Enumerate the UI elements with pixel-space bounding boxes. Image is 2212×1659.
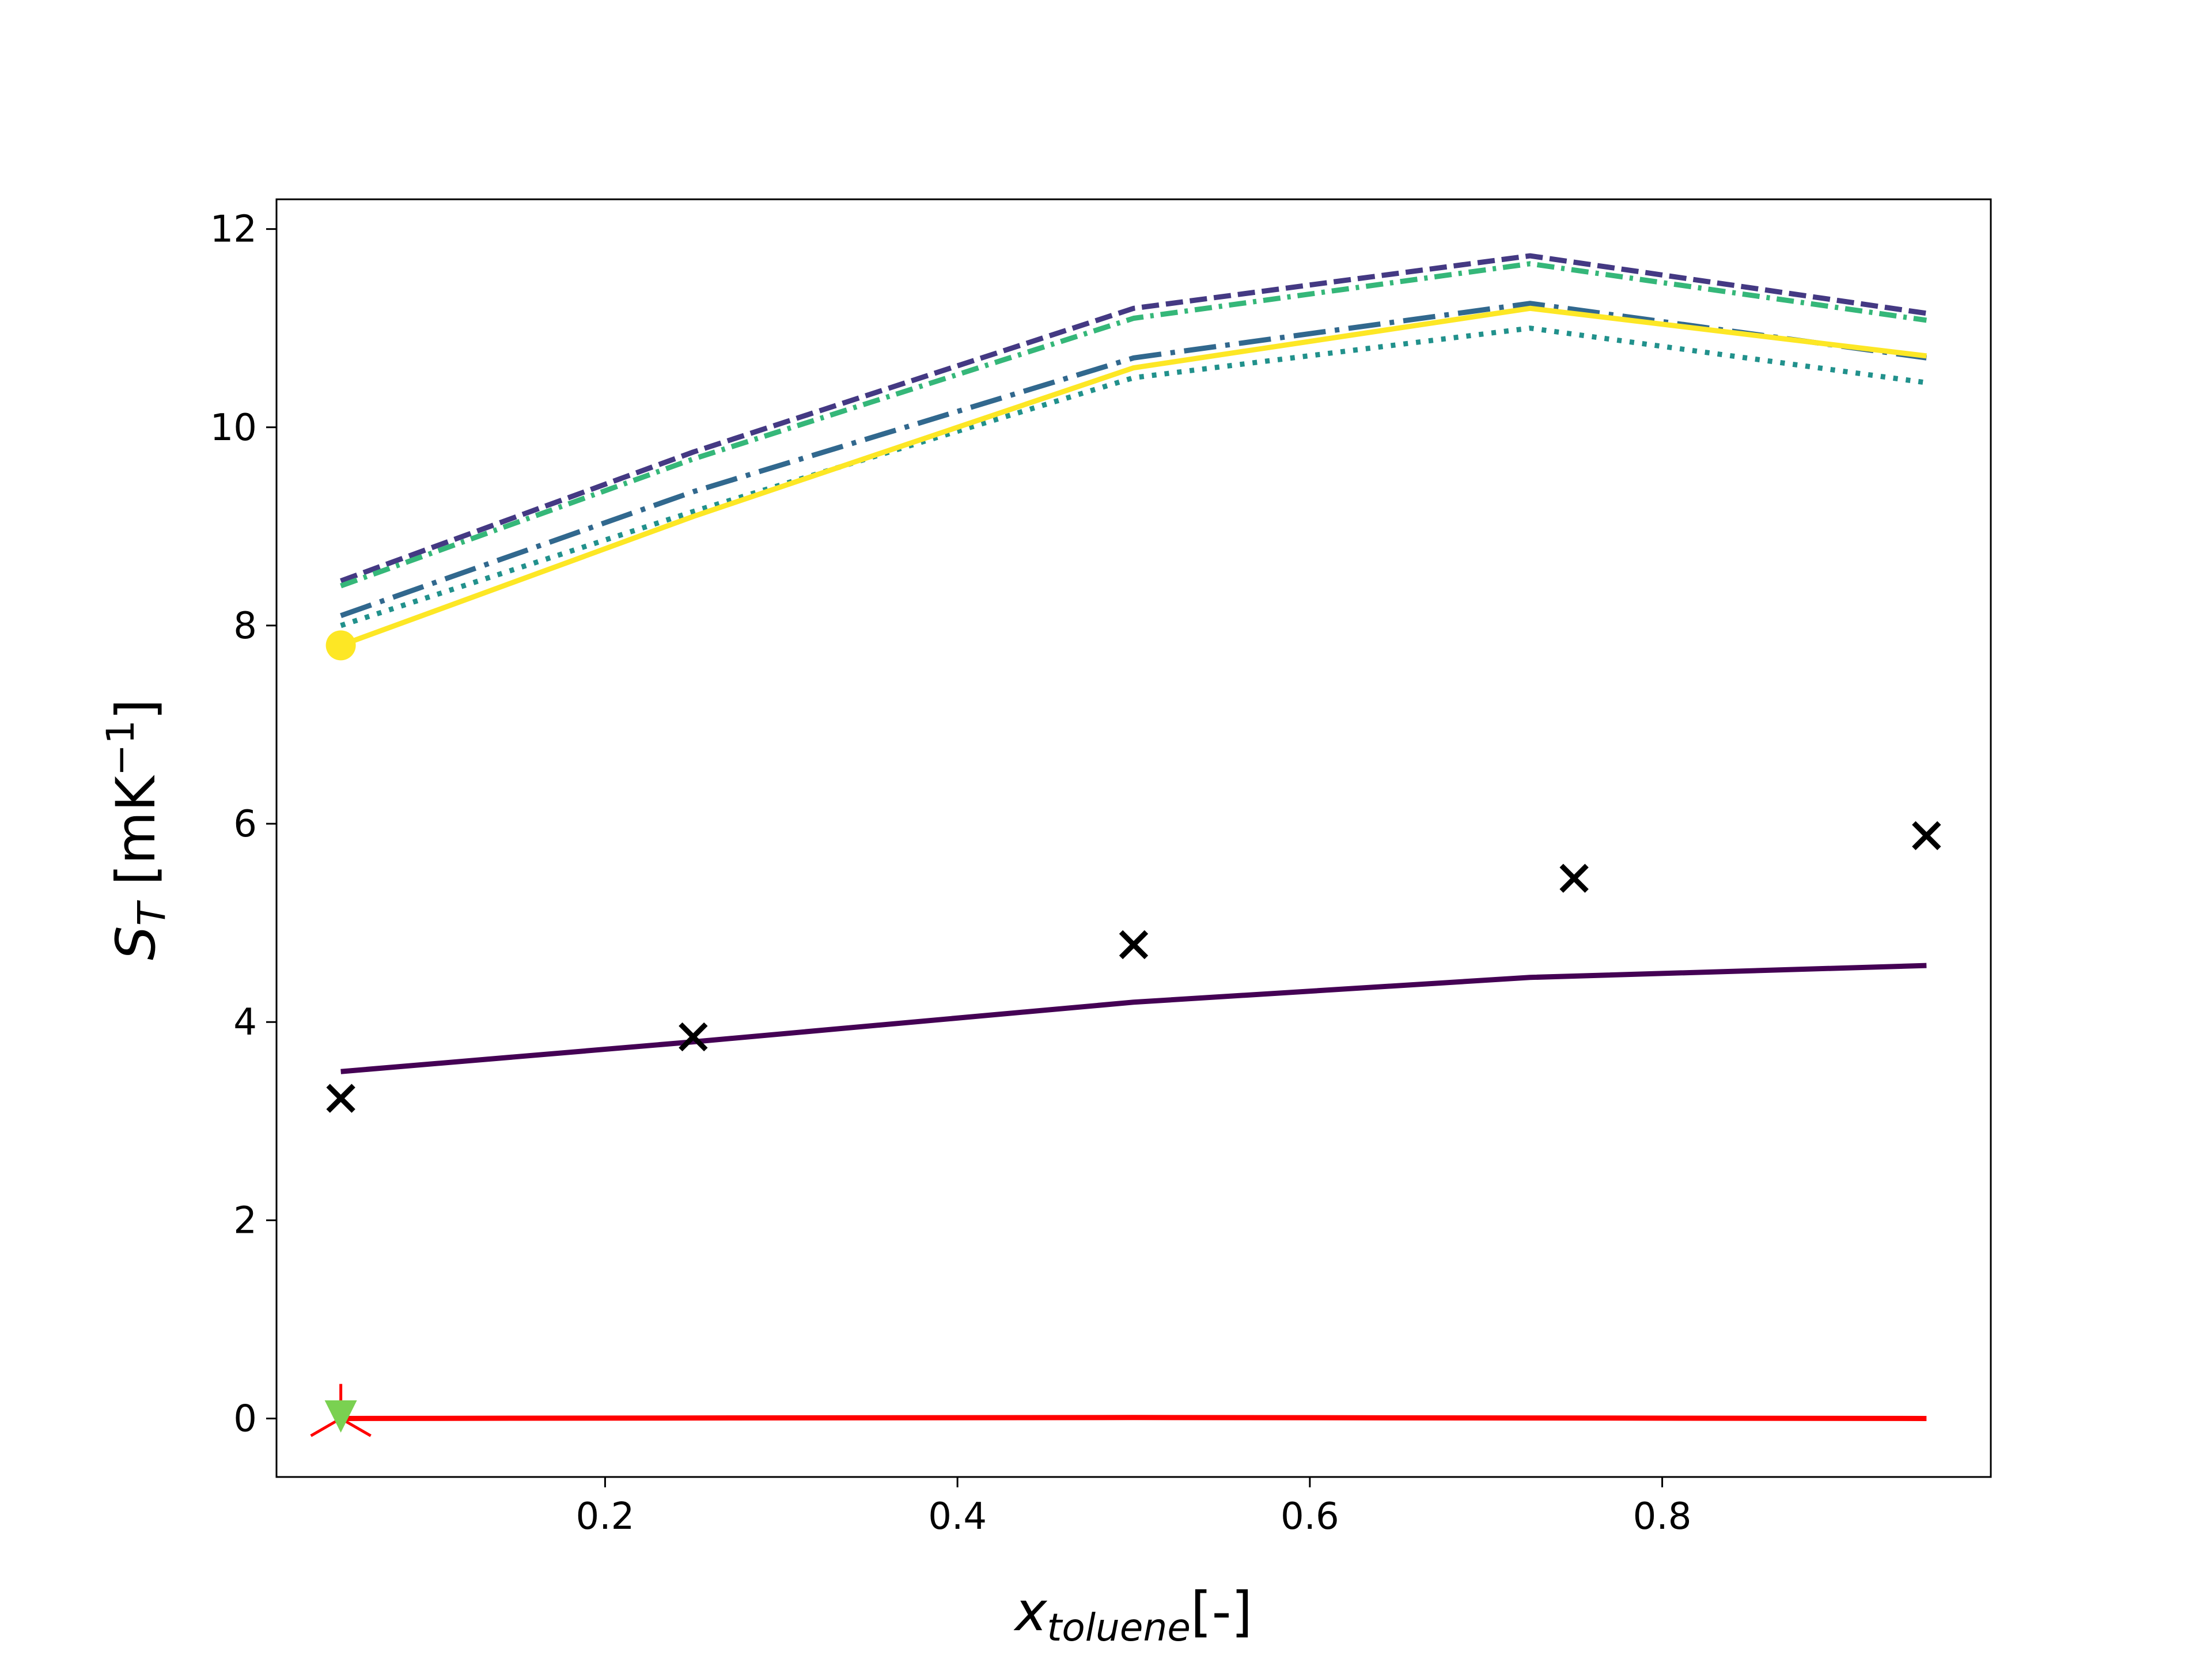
y-axis-label: ST [mK−1] [99,699,174,960]
y-axis-label-sub: T [130,900,174,926]
series-line-6 [340,963,1927,1074]
data-point-x-marker [326,1084,355,1113]
y-tick-label: 6 [233,803,257,846]
series-line-8 [340,1415,1927,1421]
x-tick-label: 0.4 [928,1495,987,1538]
x-tick-label: 0.2 [576,1495,635,1538]
data-point-x-marker [679,1022,708,1052]
series-line-1 [340,253,1927,584]
y-axis-label-unit-close: ] [105,699,168,720]
y-tick-label: 2 [233,1199,257,1242]
data-point-x-marker [1912,821,1941,850]
y-tick-label: 0 [233,1397,257,1440]
data-point-triangle-marker [324,1400,357,1433]
marker-layer [310,630,1941,1437]
series-layer [340,253,1927,1421]
y-axis: 0 2 4 6 8 10 12 [210,209,276,1440]
y-tick-label: 12 [210,209,257,251]
data-point-x-marker [1119,930,1149,960]
y-axis-label-unit-sup: −1 [99,720,143,776]
series-line-3 [340,301,1927,618]
x-tick-label: 0.6 [1281,1495,1339,1538]
x-axis-label-base: x [1013,1581,1048,1643]
y-axis-label-base: S [105,926,168,960]
y-tick-label: 4 [233,1001,257,1044]
x-tick-label: 0.8 [1633,1495,1692,1538]
data-point-circle-marker [325,630,356,661]
x-axis-label: xtoluene[-] [1013,1581,1252,1650]
x-axis-label-suffix: [-] [1191,1581,1252,1643]
series-line-2 [340,261,1927,589]
x-axis-label-sub: toluene [1047,1605,1190,1650]
series-line-5 [340,305,1927,648]
plot-frame [275,198,1992,1478]
y-axis-label-unit: [mK [105,775,168,903]
x-axis: 0.2 0.4 0.6 0.8 [576,1477,1692,1538]
y-tick-label: 8 [233,605,257,647]
data-point-x-marker [1559,863,1589,893]
y-tick-label: 10 [210,407,257,449]
